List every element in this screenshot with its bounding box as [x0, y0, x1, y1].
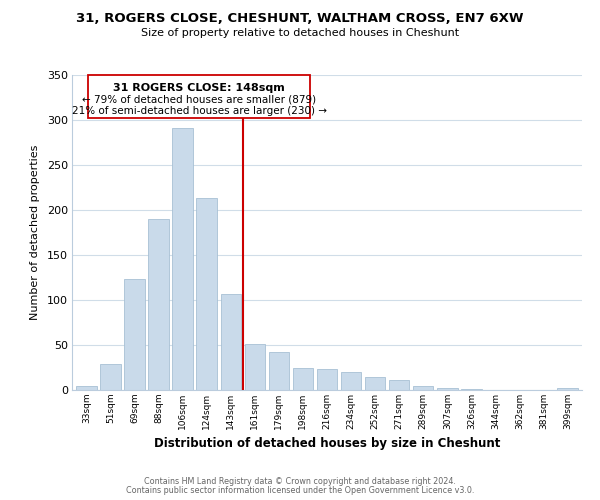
Text: 31 ROGERS CLOSE: 148sqm: 31 ROGERS CLOSE: 148sqm: [113, 83, 285, 93]
Bar: [341, 372, 361, 390]
Bar: [196, 198, 217, 390]
Bar: [557, 388, 578, 390]
Text: ← 79% of detached houses are smaller (879): ← 79% of detached houses are smaller (87…: [82, 95, 316, 105]
Text: 21% of semi-detached houses are larger (230) →: 21% of semi-detached houses are larger (…: [72, 106, 327, 116]
Bar: [172, 128, 193, 390]
Text: Contains HM Land Registry data © Crown copyright and database right 2024.: Contains HM Land Registry data © Crown c…: [144, 477, 456, 486]
FancyBboxPatch shape: [88, 75, 310, 118]
Bar: [293, 368, 313, 390]
Bar: [148, 219, 169, 390]
Bar: [245, 344, 265, 390]
Y-axis label: Number of detached properties: Number of detached properties: [30, 145, 40, 320]
X-axis label: Distribution of detached houses by size in Cheshunt: Distribution of detached houses by size …: [154, 438, 500, 450]
Bar: [365, 376, 385, 390]
Bar: [437, 388, 458, 390]
Text: Size of property relative to detached houses in Cheshunt: Size of property relative to detached ho…: [141, 28, 459, 38]
Bar: [389, 380, 409, 390]
Bar: [461, 389, 482, 390]
Bar: [221, 294, 241, 390]
Text: Contains public sector information licensed under the Open Government Licence v3: Contains public sector information licen…: [126, 486, 474, 495]
Bar: [269, 352, 289, 390]
Bar: [124, 280, 145, 390]
Bar: [76, 386, 97, 390]
Bar: [100, 364, 121, 390]
Bar: [413, 386, 433, 390]
Bar: [317, 370, 337, 390]
Text: 31, ROGERS CLOSE, CHESHUNT, WALTHAM CROSS, EN7 6XW: 31, ROGERS CLOSE, CHESHUNT, WALTHAM CROS…: [76, 12, 524, 26]
